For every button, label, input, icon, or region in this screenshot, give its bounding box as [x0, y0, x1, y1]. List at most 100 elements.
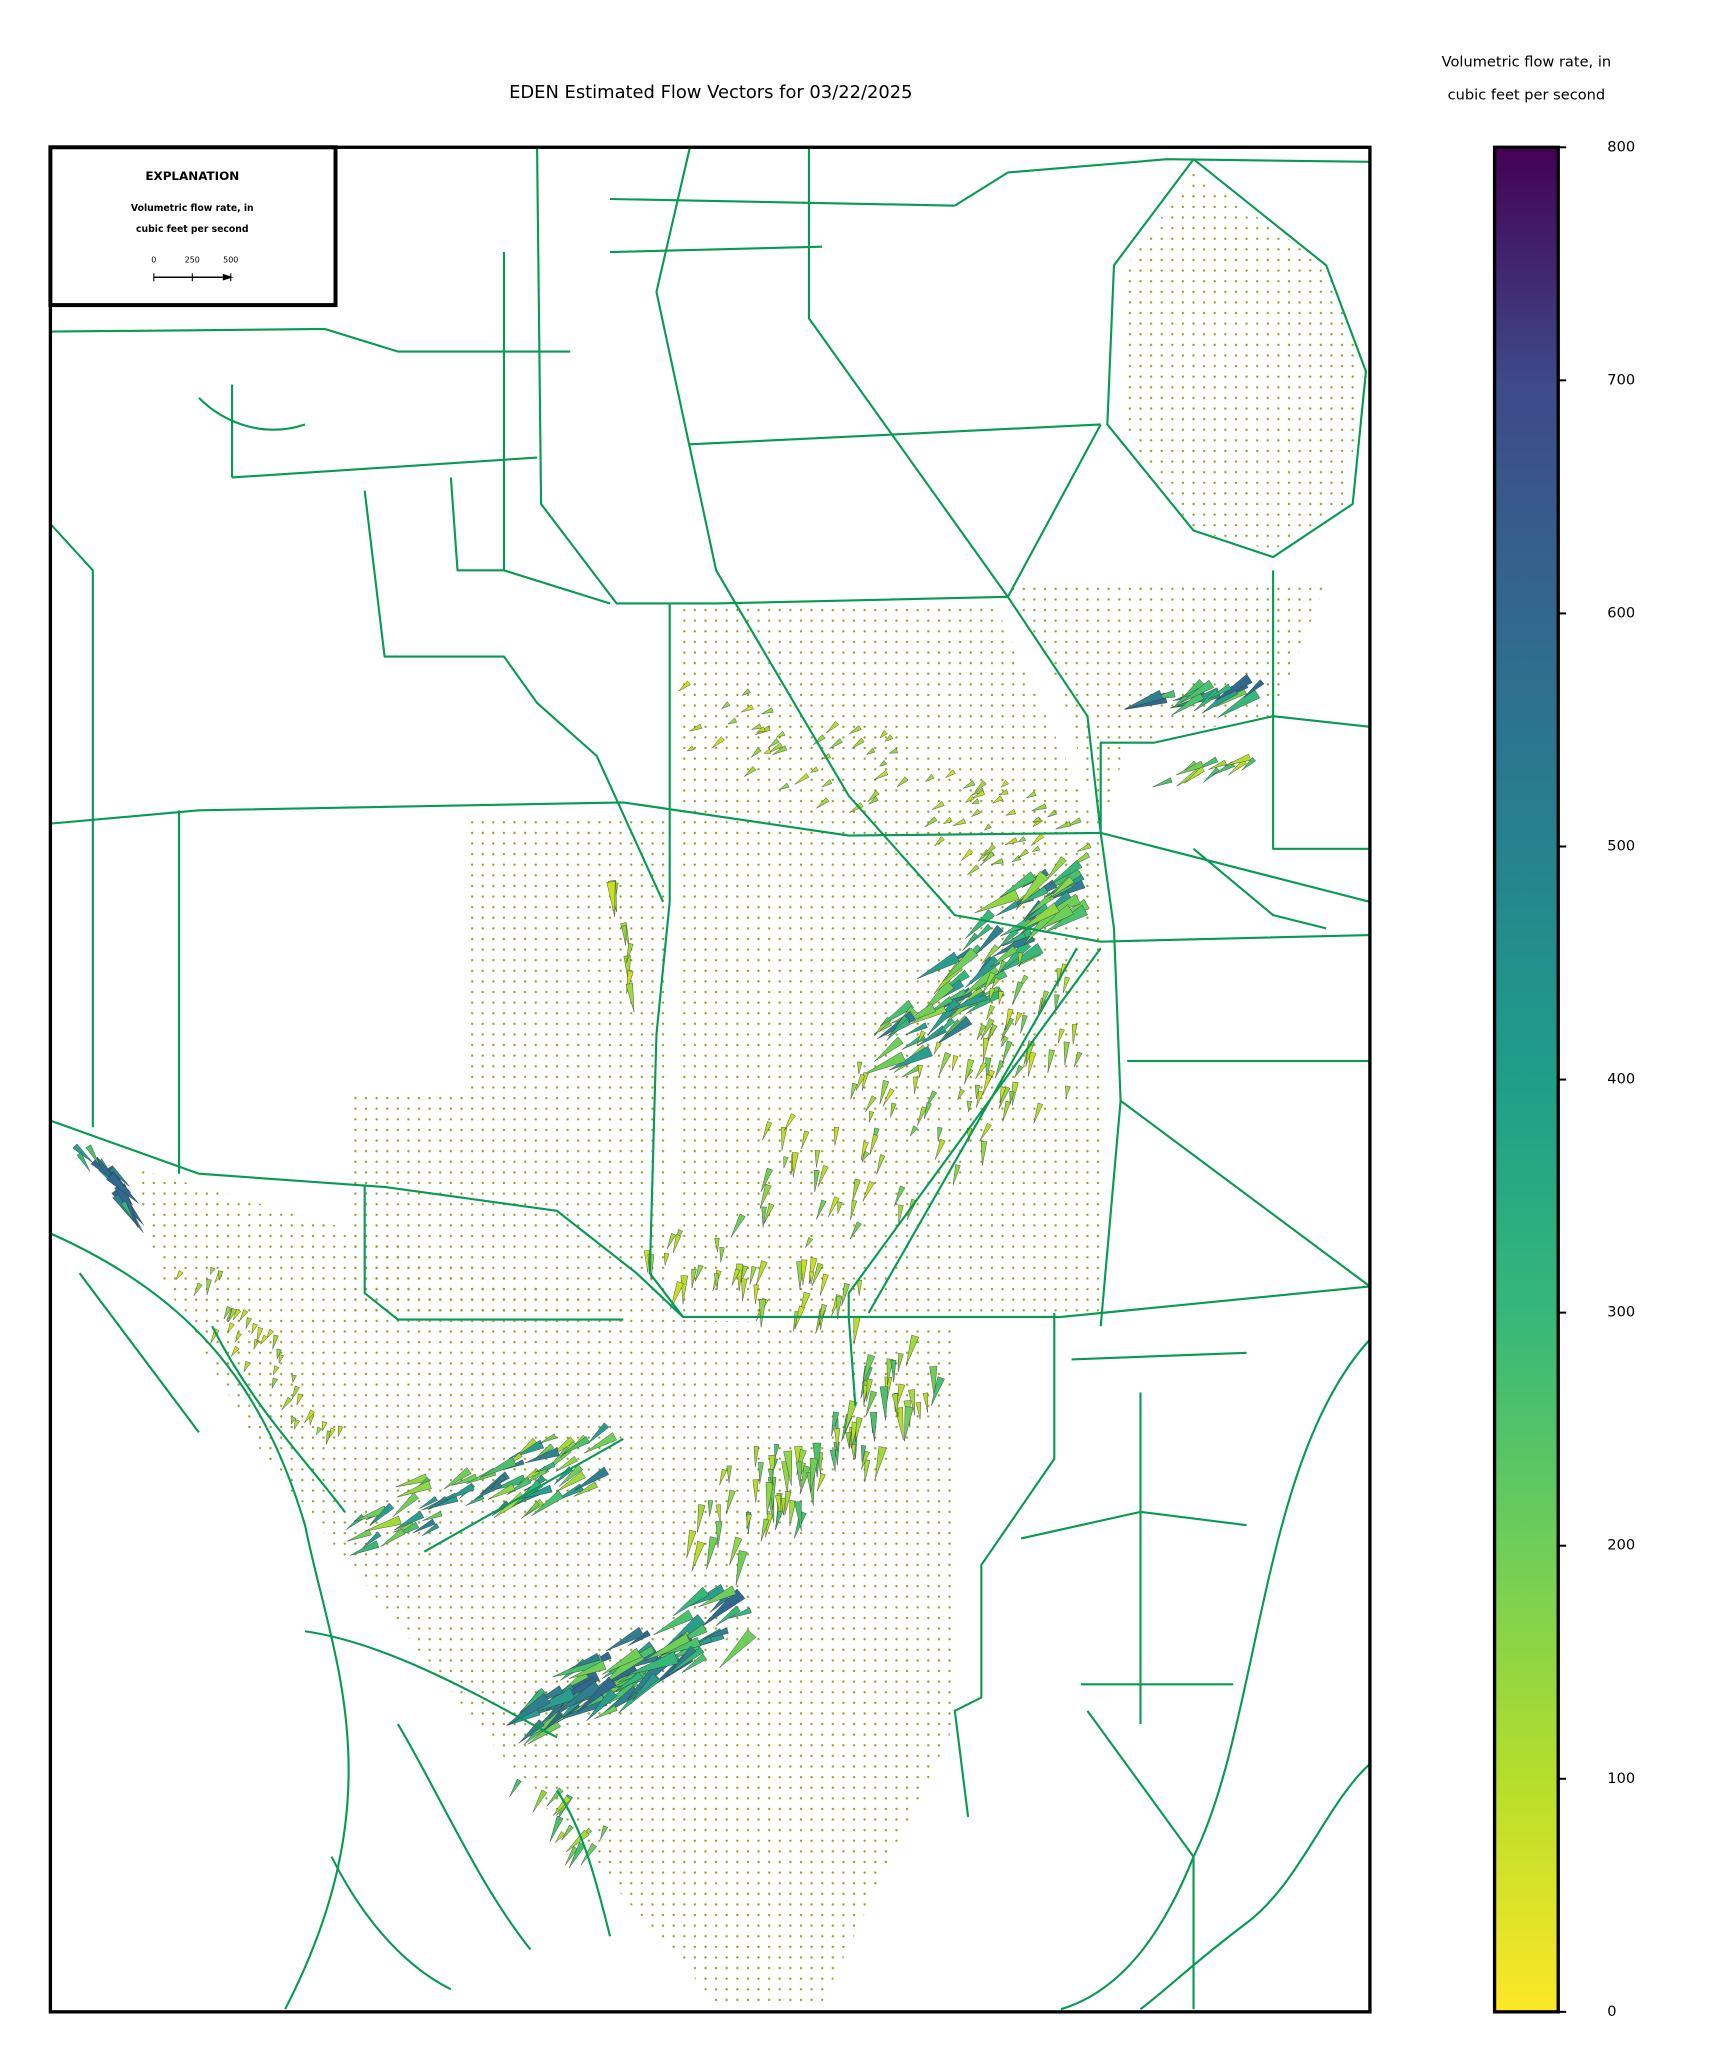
flow-vector — [1063, 1041, 1070, 1066]
flow-vector — [1048, 876, 1075, 899]
flow-vector — [731, 1268, 741, 1286]
flow-vector — [1057, 1028, 1065, 1044]
flow-vector — [780, 1497, 787, 1516]
flow-vectors — [72, 673, 1265, 1869]
flow-vector — [781, 1127, 788, 1151]
map-frame — [48, 145, 1372, 2014]
flow-vector — [971, 808, 981, 817]
flow-vector — [860, 1141, 869, 1161]
flow-vector — [936, 1017, 955, 1037]
colorbar-tick-label: 200 — [1607, 1537, 1635, 1554]
flow-vector — [276, 1348, 282, 1359]
flow-vector — [346, 1529, 372, 1542]
flow-vector — [999, 1086, 1007, 1104]
flow-vector — [691, 1540, 705, 1572]
flow-vector — [814, 1169, 820, 1193]
flow-vector — [701, 1588, 746, 1627]
flow-vector — [876, 1154, 886, 1174]
flow-vector — [1018, 886, 1049, 905]
flow-vector — [768, 1454, 776, 1482]
flow-vector — [670, 1281, 684, 1310]
flow-vector — [809, 1271, 815, 1285]
flow-vector — [256, 1327, 264, 1343]
colorbar — [1492, 145, 1560, 2014]
grid-points — [132, 172, 1364, 2003]
flow-vector — [223, 1306, 232, 1320]
flow-vector — [829, 1449, 836, 1472]
scale-tick-label: 250 — [185, 256, 200, 265]
colorbar-tick-label: 600 — [1607, 604, 1635, 621]
flow-vector — [816, 1199, 827, 1220]
flow-vector — [1000, 1016, 1014, 1042]
flow-vector — [729, 1536, 743, 1566]
flow-vector — [626, 943, 634, 964]
flow-vector — [524, 1447, 560, 1464]
flow-vector — [272, 1365, 280, 1376]
flow-vector — [446, 1483, 475, 1501]
flow-vector — [768, 742, 783, 754]
flow-vector — [412, 1518, 436, 1534]
flow-vector — [518, 1719, 545, 1744]
colorbar-ticks: 0 100 200 300 400 500 600 700 800 — [1558, 138, 1635, 2020]
flow-vector — [749, 1266, 757, 1285]
flow-vector — [986, 1004, 996, 1020]
flow-vector — [531, 1490, 564, 1517]
flow-vector — [85, 1144, 101, 1167]
flow-vector — [1071, 1024, 1078, 1045]
flow-vector — [1000, 1035, 1009, 1047]
flow-vector — [729, 1607, 752, 1619]
flow-vector — [569, 1652, 601, 1670]
flow-vector — [756, 726, 766, 733]
flow-vector — [992, 795, 1004, 804]
flow-vector — [865, 1390, 878, 1417]
flow-vector — [998, 990, 1004, 1005]
flow-vector — [866, 747, 876, 755]
flow-vector — [549, 1815, 564, 1843]
flow-vector — [583, 1432, 617, 1454]
flow-vector — [1005, 1008, 1014, 1031]
flow-vector — [937, 1127, 943, 1141]
flow-vector — [931, 1376, 945, 1406]
flow-vector — [625, 983, 635, 1013]
flow-vector — [304, 1409, 315, 1424]
flow-vector — [868, 796, 879, 805]
flow-vector — [975, 1061, 988, 1080]
flow-vector — [479, 1456, 517, 1478]
flow-vector — [974, 888, 1020, 914]
flow-vector — [779, 782, 790, 790]
flow-vector — [1076, 843, 1092, 852]
flow-vector — [904, 1406, 914, 1442]
flow-vector — [861, 1151, 870, 1163]
scale-tick-label: 500 — [223, 256, 238, 265]
flow-vector — [1024, 903, 1049, 922]
flow-vector — [251, 1322, 258, 1334]
flow-vector — [896, 776, 909, 788]
flow-vector — [552, 1795, 572, 1816]
colorbar-label: Volumetric flow rate, in — [1442, 53, 1611, 70]
flow-vector — [972, 923, 993, 942]
flow-vector — [108, 1166, 130, 1187]
flow-vector — [862, 1180, 875, 1202]
flow-vector — [1031, 816, 1041, 823]
flow-vector — [1047, 809, 1058, 818]
flow-vector — [559, 1464, 584, 1487]
flow-vector — [678, 680, 691, 692]
flow-vector — [775, 730, 786, 738]
flow-vector — [232, 1308, 242, 1321]
flow-vector — [934, 836, 945, 847]
flow-vector — [364, 1515, 402, 1532]
flow-vector — [1020, 1014, 1028, 1034]
flow-vector — [490, 1474, 507, 1490]
flow-vector — [922, 1392, 929, 1413]
flow-vector — [765, 1481, 774, 1515]
flow-vector — [879, 759, 888, 767]
flow-vector — [763, 1203, 775, 1224]
flow-vector — [974, 780, 987, 793]
flow-vector — [422, 1511, 443, 1522]
flow-vector — [800, 1259, 808, 1285]
flow-vector — [726, 1489, 736, 1515]
flow-vector — [615, 1671, 644, 1692]
flow-vector — [982, 971, 996, 995]
flow-vector — [868, 1110, 875, 1123]
flow-vector — [890, 1359, 897, 1383]
